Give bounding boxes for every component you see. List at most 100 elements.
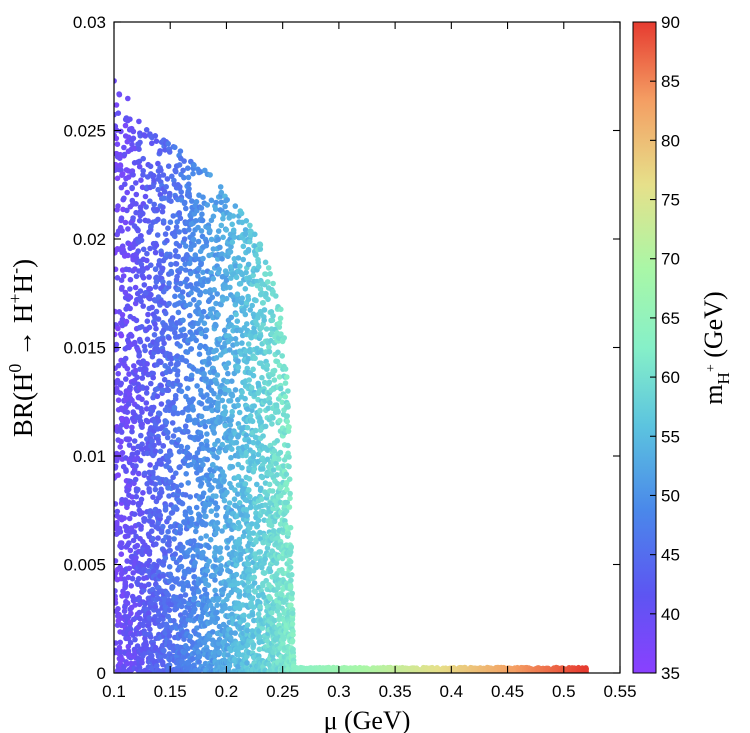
data-point [286, 463, 292, 470]
data-point [122, 122, 129, 129]
data-point [277, 417, 283, 424]
data-point [160, 616, 166, 622]
data-point [287, 490, 293, 497]
data-point [284, 374, 290, 380]
data-point [209, 485, 215, 491]
data-point [125, 174, 132, 180]
data-point [166, 607, 173, 613]
data-point [214, 504, 221, 511]
data-point [211, 573, 217, 579]
data-point [235, 255, 242, 261]
data-point [140, 303, 146, 309]
data-point [167, 361, 174, 367]
data-point [136, 217, 143, 224]
data-point [130, 172, 136, 178]
data-point [189, 198, 195, 204]
data-point [260, 433, 266, 439]
data-point [253, 297, 259, 304]
data-point [178, 563, 185, 570]
data-point [174, 273, 180, 280]
data-point [216, 595, 222, 602]
data-point [267, 568, 274, 575]
data-point [158, 529, 165, 535]
data-point [216, 649, 223, 656]
data-point [261, 317, 268, 324]
data-point [250, 453, 257, 460]
data-point [289, 621, 296, 627]
data-point [266, 481, 273, 488]
data-point [152, 266, 159, 272]
data-point [169, 601, 175, 608]
data-point [257, 603, 263, 610]
data-point [172, 144, 178, 151]
data-point [118, 540, 125, 546]
data-point [151, 201, 157, 208]
data-point [115, 606, 121, 612]
data-point [137, 139, 143, 146]
data-point [170, 380, 176, 387]
data-point [208, 508, 215, 514]
data-point [212, 577, 218, 583]
data-point [264, 362, 271, 369]
data-point [175, 488, 182, 494]
data-point [245, 261, 252, 268]
data-point [252, 231, 258, 238]
data-point [140, 168, 146, 174]
data-point [156, 440, 162, 446]
data-point [143, 400, 150, 406]
data-point [176, 162, 183, 168]
data-point [214, 520, 221, 526]
data-point [227, 284, 233, 291]
data-point [169, 420, 176, 426]
data-point [249, 612, 256, 618]
data-point [132, 476, 139, 483]
data-point [244, 424, 251, 431]
data-point [194, 418, 200, 424]
data-point [115, 110, 122, 116]
data-point [282, 380, 289, 386]
data-point [168, 261, 174, 268]
data-point [206, 544, 212, 551]
data-point [123, 318, 130, 325]
data-point [172, 293, 178, 300]
data-point [138, 298, 144, 305]
data-point [146, 548, 153, 555]
data-point [139, 510, 145, 516]
data-point [144, 450, 151, 457]
data-point [243, 269, 249, 276]
data-point [161, 647, 167, 654]
data-point [205, 277, 211, 283]
data-point [185, 385, 191, 392]
data-point [125, 574, 132, 581]
data-point [130, 570, 136, 576]
data-point [259, 496, 265, 502]
data-point [175, 410, 181, 417]
data-point [118, 438, 124, 445]
data-point [180, 317, 186, 324]
data-point [174, 378, 181, 384]
data-point [211, 390, 217, 397]
data-point [153, 541, 159, 547]
data-point [229, 464, 236, 470]
data-point [285, 442, 291, 449]
data-point [210, 606, 217, 612]
data-point [133, 554, 139, 561]
data-point [115, 362, 122, 369]
data-point [138, 523, 144, 530]
data-point [136, 146, 142, 152]
data-point [155, 186, 161, 193]
data-point [239, 389, 245, 396]
data-point [160, 218, 167, 224]
data-point [124, 409, 131, 416]
data-point [171, 404, 178, 411]
data-point [198, 330, 205, 337]
data-point [191, 242, 197, 248]
data-point [224, 489, 230, 496]
data-point [133, 191, 140, 198]
data-point [190, 231, 196, 238]
data-point [210, 246, 217, 252]
data-point [239, 340, 245, 346]
data-point [150, 469, 156, 476]
data-point [146, 557, 153, 564]
